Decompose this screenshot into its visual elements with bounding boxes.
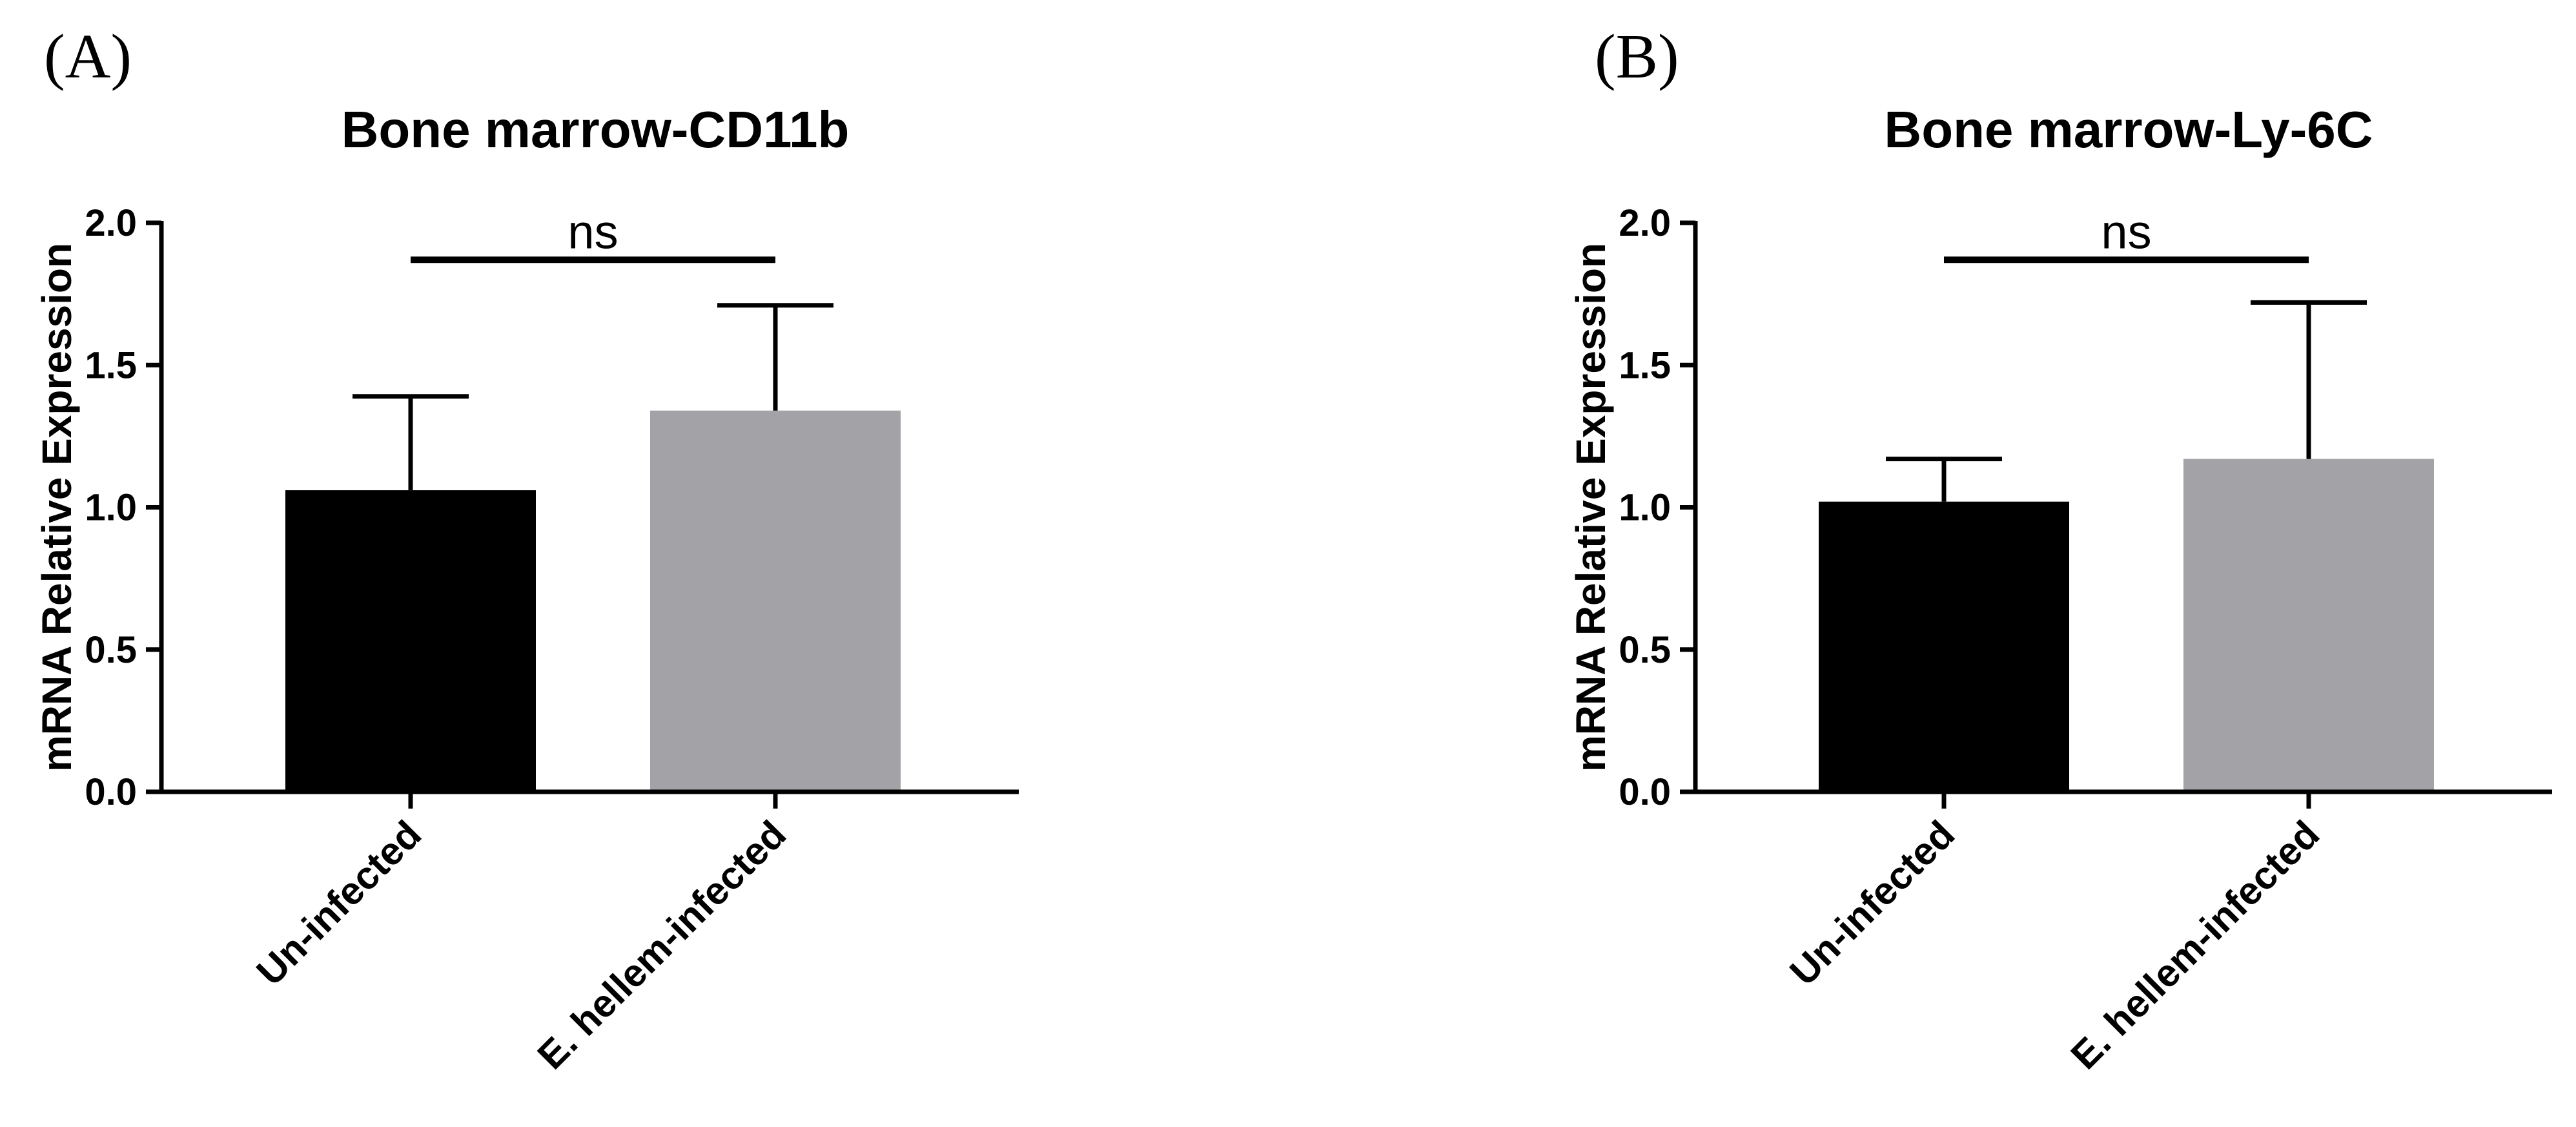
panel-label: (A) [44, 22, 132, 92]
error-bar [717, 303, 833, 411]
y-tick-label: 0.0 [85, 771, 137, 813]
panel-label: (B) [1595, 22, 1679, 92]
y-tick-label: 1.0 [85, 487, 137, 529]
error-bar [1886, 457, 2002, 502]
error-bar [2251, 300, 2367, 459]
chart-panel-a: (A) Bone marrow-CD11b mRNA Relative Expres… [34, 22, 1019, 1077]
y-tick-label: 1.0 [1619, 487, 1671, 529]
y-tick-label: 1.5 [85, 344, 137, 386]
bar-e-hellem-infected [650, 410, 901, 792]
y-tick-label: 0.5 [85, 629, 137, 671]
y-tick-label: 1.5 [1619, 344, 1671, 386]
error-bar [353, 394, 469, 491]
y-axis-label: mRNA Relative Expression [34, 243, 80, 772]
y-tick-label: 0.5 [1619, 629, 1671, 671]
bar-e-hellem-infected [2183, 459, 2434, 792]
y-tick-label: 2.0 [1619, 202, 1671, 244]
y-tick-label: 2.0 [85, 202, 137, 244]
bar-un-infected [285, 490, 536, 792]
chart-title: Bone marrow-CD11b [342, 101, 850, 158]
x-category-label: E. hellem-infected [2063, 812, 2327, 1077]
bar-un-infected [1819, 501, 2069, 792]
y-tick-label: 0.0 [1619, 771, 1671, 813]
y-axis-label: mRNA Relative Expression [1568, 243, 1614, 772]
x-category-label: Un-infected [248, 812, 429, 994]
chart-panel-b: (B) Bone marrow-Ly-6C mRNA Relative Expres… [1568, 22, 2552, 1077]
chart-title: Bone marrow-Ly-6C [1884, 101, 2373, 158]
significance-label: ns [567, 205, 618, 258]
x-category-label: Un-infected [1781, 812, 1963, 994]
significance-label: ns [2101, 205, 2151, 258]
x-category-label: E. hellem-infected [529, 812, 794, 1077]
